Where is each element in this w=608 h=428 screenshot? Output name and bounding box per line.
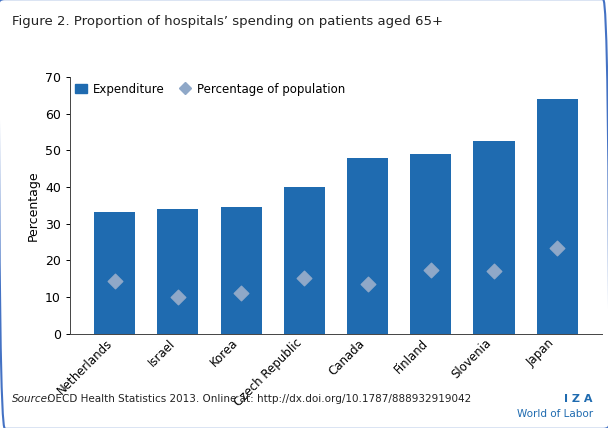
Text: Figure 2. Proportion of hospitals’ spending on patients aged 65+: Figure 2. Proportion of hospitals’ spend… [12,15,443,28]
Text: OECD Health Statistics 2013. Online at: http://dx.doi.org/10.1787/888932919042: OECD Health Statistics 2013. Online at: … [44,395,471,404]
Y-axis label: Percentage: Percentage [26,170,40,241]
Text: Source:: Source: [12,395,52,404]
Point [237,290,246,297]
Bar [94,212,135,334]
Point [173,294,183,300]
Bar [410,154,451,334]
Bar [474,141,514,334]
Bar [221,207,261,334]
Point [110,277,120,284]
Point [362,281,372,288]
Point [426,266,435,273]
Point [552,244,562,251]
Bar [347,158,388,334]
Text: I Z A: I Z A [564,395,593,404]
Bar [284,187,325,334]
Point [489,268,499,275]
Point [300,275,309,282]
Bar [157,209,198,334]
Text: World of Labor: World of Labor [517,409,593,419]
Legend: Expenditure, Percentage of population: Expenditure, Percentage of population [71,78,350,100]
Bar [537,99,578,334]
